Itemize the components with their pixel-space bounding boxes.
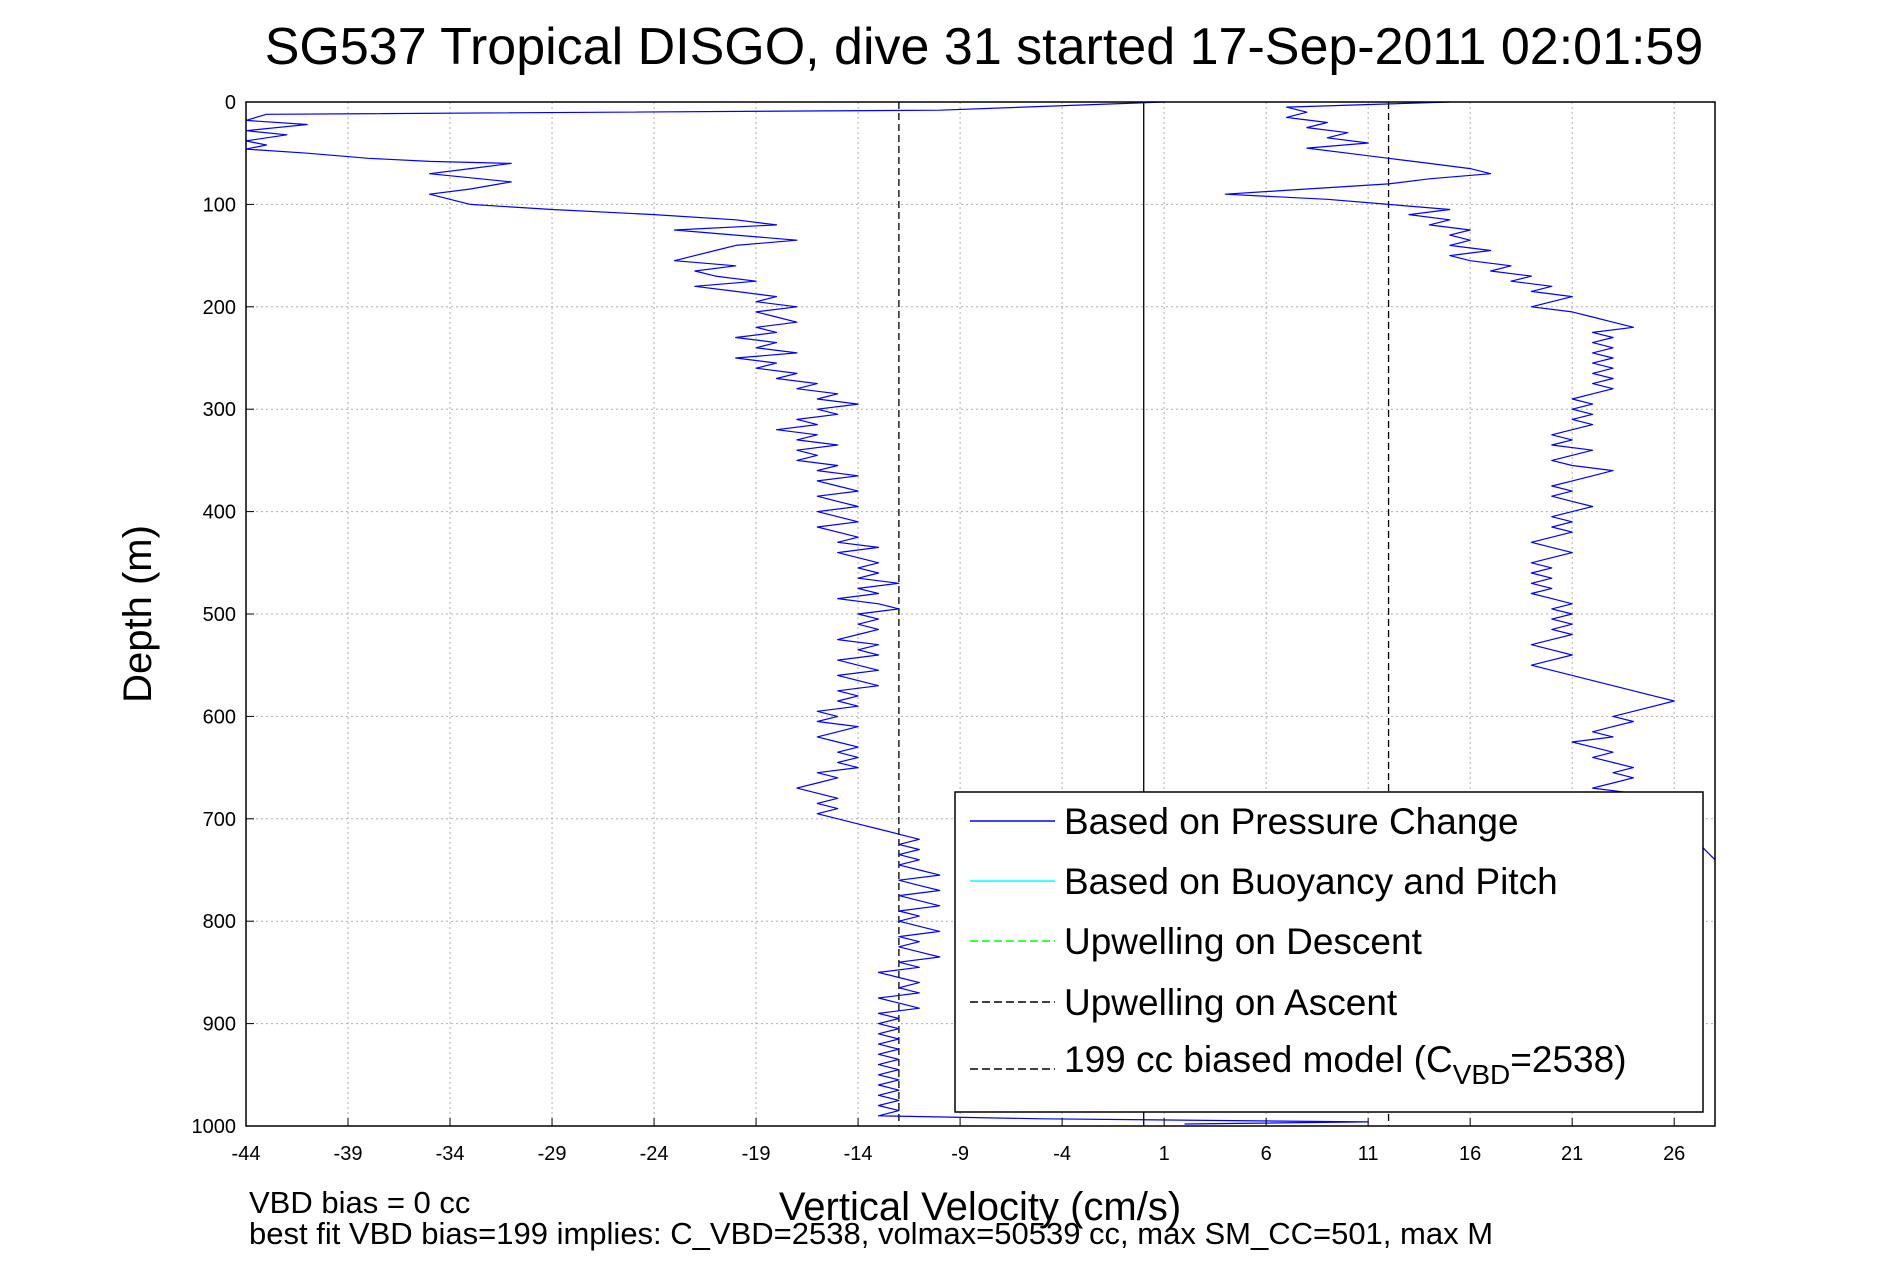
x-tick-label: -4 xyxy=(1053,1143,1071,1165)
legend-label-biased-sub: VBD xyxy=(1453,1059,1511,1090)
y-tick-label: 400 xyxy=(203,502,236,524)
legend-label-buoyancy: Based on Buoyancy and Pitch xyxy=(1064,861,1558,902)
footer-vbd-bias: VBD bias = 0 cc xyxy=(249,1185,470,1220)
y-axis-ticks: 0 100 200 300 400 500 600 700 800 900 1000 xyxy=(192,92,254,1138)
y-tick-label: 600 xyxy=(203,706,236,728)
x-tick-label: -39 xyxy=(334,1143,363,1165)
x-tick-label: -44 xyxy=(232,1143,261,1165)
y-tick-label: 800 xyxy=(203,911,236,933)
chart-title: SG537 Tropical DISGO, dive 31 started 17… xyxy=(265,18,1704,76)
series-line xyxy=(1224,101,1716,861)
x-tick-label: 26 xyxy=(1663,1143,1685,1165)
x-tick-label: 6 xyxy=(1261,1143,1272,1165)
footer-best-fit: best fit VBD bias=199 implies: C_VBD=253… xyxy=(249,1216,1493,1251)
x-tick-label: 21 xyxy=(1561,1143,1583,1165)
x-tick-label: -24 xyxy=(640,1143,669,1165)
x-tick-label: -29 xyxy=(538,1143,567,1165)
legend: Based on Pressure Change Based on Buoyan… xyxy=(954,791,1704,1113)
legend-label-pressure: Based on Pressure Change xyxy=(1064,801,1519,842)
x-tick-label: -34 xyxy=(436,1143,465,1165)
y-tick-label: 200 xyxy=(203,297,236,319)
legend-label-biased-prefix: 199 cc biased model (C xyxy=(1064,1039,1453,1080)
y-tick-label: 1000 xyxy=(192,1116,237,1138)
series-line xyxy=(245,101,1369,1125)
legend-label-biased-model: 199 cc biased model (CVBD=2538) xyxy=(1064,1039,1627,1090)
y-tick-label: 500 xyxy=(203,604,236,626)
y-axis-label: Depth (m) xyxy=(116,525,160,703)
y-tick-label: 900 xyxy=(203,1014,236,1036)
y-tick-label: 300 xyxy=(203,399,236,421)
legend-box xyxy=(954,791,1704,1113)
x-tick-label: 11 xyxy=(1358,1143,1379,1165)
x-tick-label: 16 xyxy=(1459,1143,1481,1165)
y-tick-label: 100 xyxy=(203,194,236,216)
x-tick-label: 1 xyxy=(1159,1143,1170,1165)
x-tick-label: -14 xyxy=(844,1143,873,1165)
legend-label-biased-suffix: =2538) xyxy=(1510,1039,1626,1080)
x-axis-label: Vertical Velocity (cm/s) xyxy=(779,1185,1181,1229)
y-tick-label: 0 xyxy=(225,92,236,114)
series-layer xyxy=(245,101,1716,1125)
x-tick-label: -19 xyxy=(742,1143,771,1165)
x-axis-ticks: -44 -39 -34 -29 -24 -19 -14 -9 -4 1 6 11 16 21 26 xyxy=(232,1118,1685,1165)
y-tick-label: 700 xyxy=(203,809,236,831)
x-tick-label: -9 xyxy=(951,1143,969,1165)
legend-label-descent: Upwelling on Descent xyxy=(1064,921,1423,962)
legend-label-ascent: Upwelling on Ascent xyxy=(1064,982,1398,1023)
